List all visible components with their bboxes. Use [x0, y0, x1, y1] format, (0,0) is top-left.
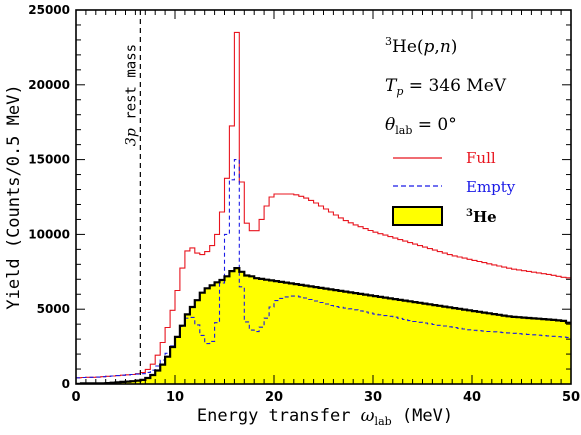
x-tick-label: 50	[562, 390, 580, 405]
legend-label-he: 3He	[466, 208, 497, 226]
axis-ticks: 0 10 20 30 40 50 0 5000 10000 15000 20000 25000	[28, 3, 580, 405]
rest-mass-marker-label: 3p rest mass	[123, 44, 139, 146]
legend: Full Empty 3He	[392, 149, 516, 226]
x-tick-label: 10	[166, 390, 184, 405]
series-layer	[76, 31, 571, 384]
legend-swatch-he	[392, 206, 443, 226]
series-full-line	[76, 31, 571, 379]
legend-label-empty: Empty	[466, 178, 516, 196]
x-axis-title: Energy transfer ωlab (MeV)	[197, 406, 453, 428]
y-tick-label: 10000	[28, 227, 70, 241]
y-tick-label: 25000	[28, 3, 70, 17]
series-he-area	[76, 268, 571, 384]
x-tick-label: 30	[364, 390, 382, 405]
y-tick-label: 0	[62, 377, 70, 391]
x-tick-label: 0	[71, 390, 80, 405]
series-empty-line	[76, 159, 571, 379]
beam-energy-label: Tp = 346 MeV	[385, 76, 507, 98]
legend-label-full: Full	[466, 149, 496, 167]
y-tick-label: 20000	[28, 78, 70, 92]
x-tick-label: 40	[463, 390, 481, 405]
y-tick-label: 5000	[37, 302, 70, 316]
angle-label: θlab = 0°	[385, 115, 457, 137]
y-tick-label: 15000	[28, 153, 70, 167]
x-tick-label: 20	[265, 390, 283, 405]
y-axis-title: Yield (Counts/0.5 MeV)	[4, 84, 24, 309]
series-he-line	[76, 267, 571, 384]
reaction-label: 3He(p,n)	[385, 35, 457, 57]
